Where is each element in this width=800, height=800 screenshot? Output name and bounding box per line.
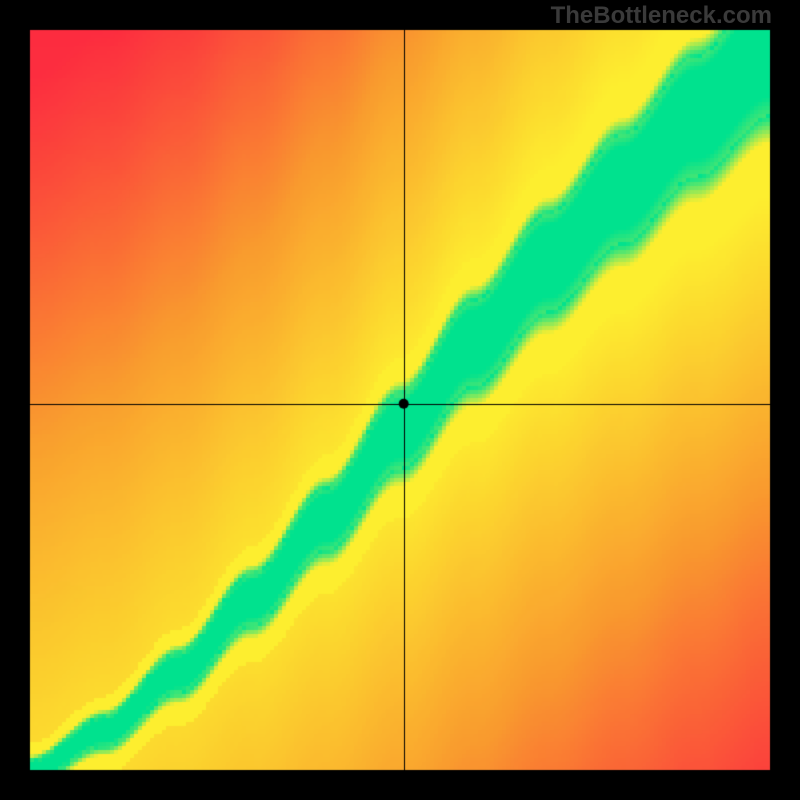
watermark-text: TheBottleneck.com <box>551 2 772 30</box>
chart-container: TheBottleneck.com <box>0 0 800 800</box>
heatmap-canvas <box>0 0 800 800</box>
